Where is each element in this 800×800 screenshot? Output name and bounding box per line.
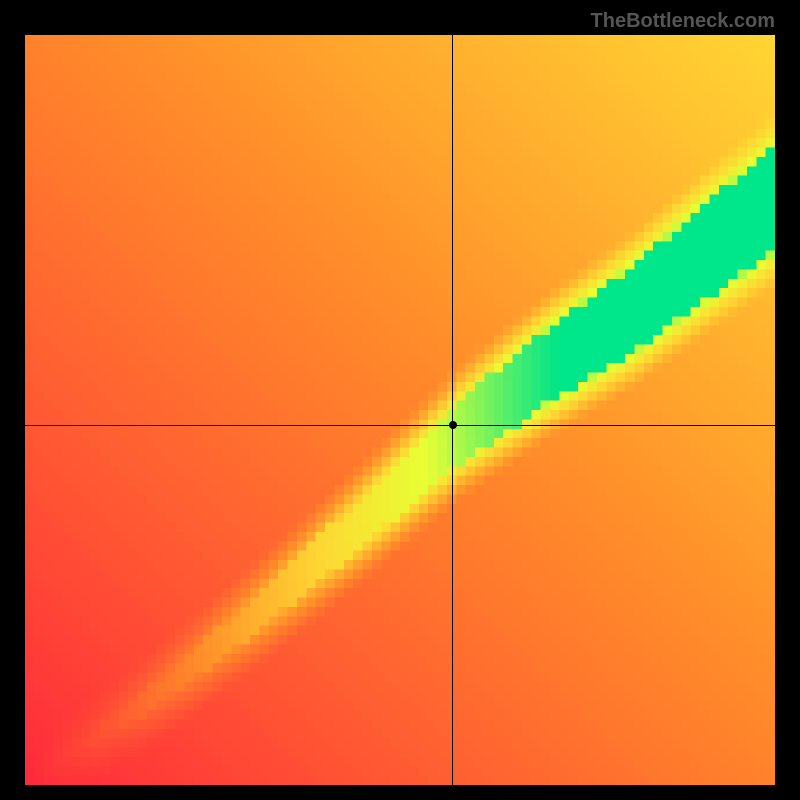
crosshair-marker xyxy=(449,421,457,429)
watermark-text: TheBottleneck.com xyxy=(591,10,775,33)
crosshair-vertical xyxy=(452,35,453,785)
bottleneck-heatmap xyxy=(25,35,775,785)
crosshair-horizontal xyxy=(25,425,775,426)
chart-container: { "watermark": { "text": "TheBottleneck.… xyxy=(0,0,800,800)
